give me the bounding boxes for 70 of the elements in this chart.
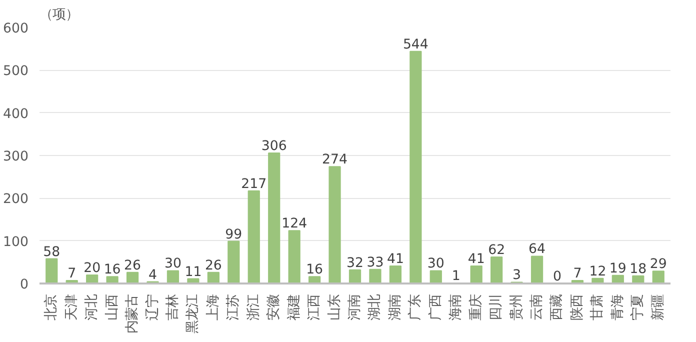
x-tick-label: 山东 [327, 294, 342, 320]
data-label: 3 [512, 268, 522, 284]
y-tick-label: 300 [3, 150, 29, 164]
data-label: 16 [306, 262, 324, 278]
x-tick-label: 西藏 [550, 294, 565, 320]
x-tick-label: 海南 [448, 294, 464, 320]
data-label: 7 [573, 266, 582, 282]
data-label: 306 [261, 138, 287, 154]
data-label: 4 [148, 268, 157, 283]
data-label: 99 [225, 227, 242, 242]
data-label: 7 [68, 266, 76, 282]
data-label: 29 [650, 257, 667, 272]
data-label: 0 [553, 270, 562, 284]
data-label: 217 [241, 176, 267, 192]
data-label: 26 [124, 258, 142, 274]
x-tick-label: 天津 [64, 294, 80, 320]
x-tick-label: 安徽 [266, 294, 282, 320]
data-label: 41 [386, 252, 404, 268]
x-tick-label: 内蒙古 [125, 294, 140, 334]
data-label: 30 [427, 256, 444, 272]
data-label: 12 [589, 264, 606, 280]
data-label: 11 [184, 264, 202, 280]
x-tick-label: 广西 [428, 294, 444, 320]
x-tick-label: 甘肃 [590, 294, 606, 320]
data-label: 33 [366, 255, 384, 270]
y-tick-label: 0 [20, 278, 29, 292]
data-label: 26 [204, 258, 222, 274]
data-label: 544 [402, 37, 428, 52]
x-tick-label: 湖北 [368, 294, 383, 320]
x-tick-label: 上海 [206, 294, 221, 320]
data-label: 16 [104, 262, 121, 278]
data-label: 64 [528, 242, 546, 258]
data-label: 1 [452, 269, 460, 284]
x-tick-label: 陕西 [570, 294, 585, 320]
data-label: 19 [609, 261, 626, 276]
data-label: 62 [488, 243, 506, 258]
x-tick-label: 福建 [286, 294, 302, 320]
x-tick-label: 青海 [610, 294, 626, 320]
data-label: 274 [322, 152, 348, 168]
data-label: 18 [630, 262, 647, 277]
y-axis-title: （项） [40, 8, 78, 22]
y-tick-label: 500 [3, 64, 29, 80]
x-tick-label: 江西 [307, 294, 322, 320]
y-tick-label: 100 [3, 234, 29, 250]
x-tick-label: 广东 [408, 294, 424, 320]
x-tick-label: 重庆 [468, 294, 484, 320]
x-tick-label: 云南 [530, 294, 545, 320]
data-label: 32 [346, 256, 364, 271]
data-label: 58 [43, 244, 60, 260]
x-tick-label: 湖南 [388, 294, 403, 320]
data-label: 124 [282, 216, 308, 232]
x-tick-label: 黑龙江 [186, 294, 201, 334]
y-tick-label: 400 [3, 106, 29, 122]
data-label: 20 [84, 260, 101, 276]
x-tick-label: 贵州 [509, 294, 524, 320]
x-tick-label: 河南 [348, 294, 362, 320]
data-label: 30 [164, 256, 182, 272]
x-tick-label: 江苏 [226, 294, 242, 320]
x-tick-label: 辽宁 [144, 294, 160, 320]
y-tick-label: 600 [3, 22, 29, 36]
x-tick-label: 宁夏 [630, 294, 646, 320]
x-tick-label: 山西 [104, 294, 120, 320]
x-tick-label: 河北 [84, 294, 100, 320]
x-tick-label: 新疆 [650, 294, 666, 320]
y-tick-label: 200 [3, 192, 29, 208]
x-tick-label: 吉林 [165, 294, 180, 320]
x-tick-label: 北京 [44, 294, 60, 320]
x-tick-label: 浙江 [246, 294, 262, 320]
data-label: 41 [468, 252, 485, 268]
x-tick-label: 四川 [489, 294, 504, 320]
